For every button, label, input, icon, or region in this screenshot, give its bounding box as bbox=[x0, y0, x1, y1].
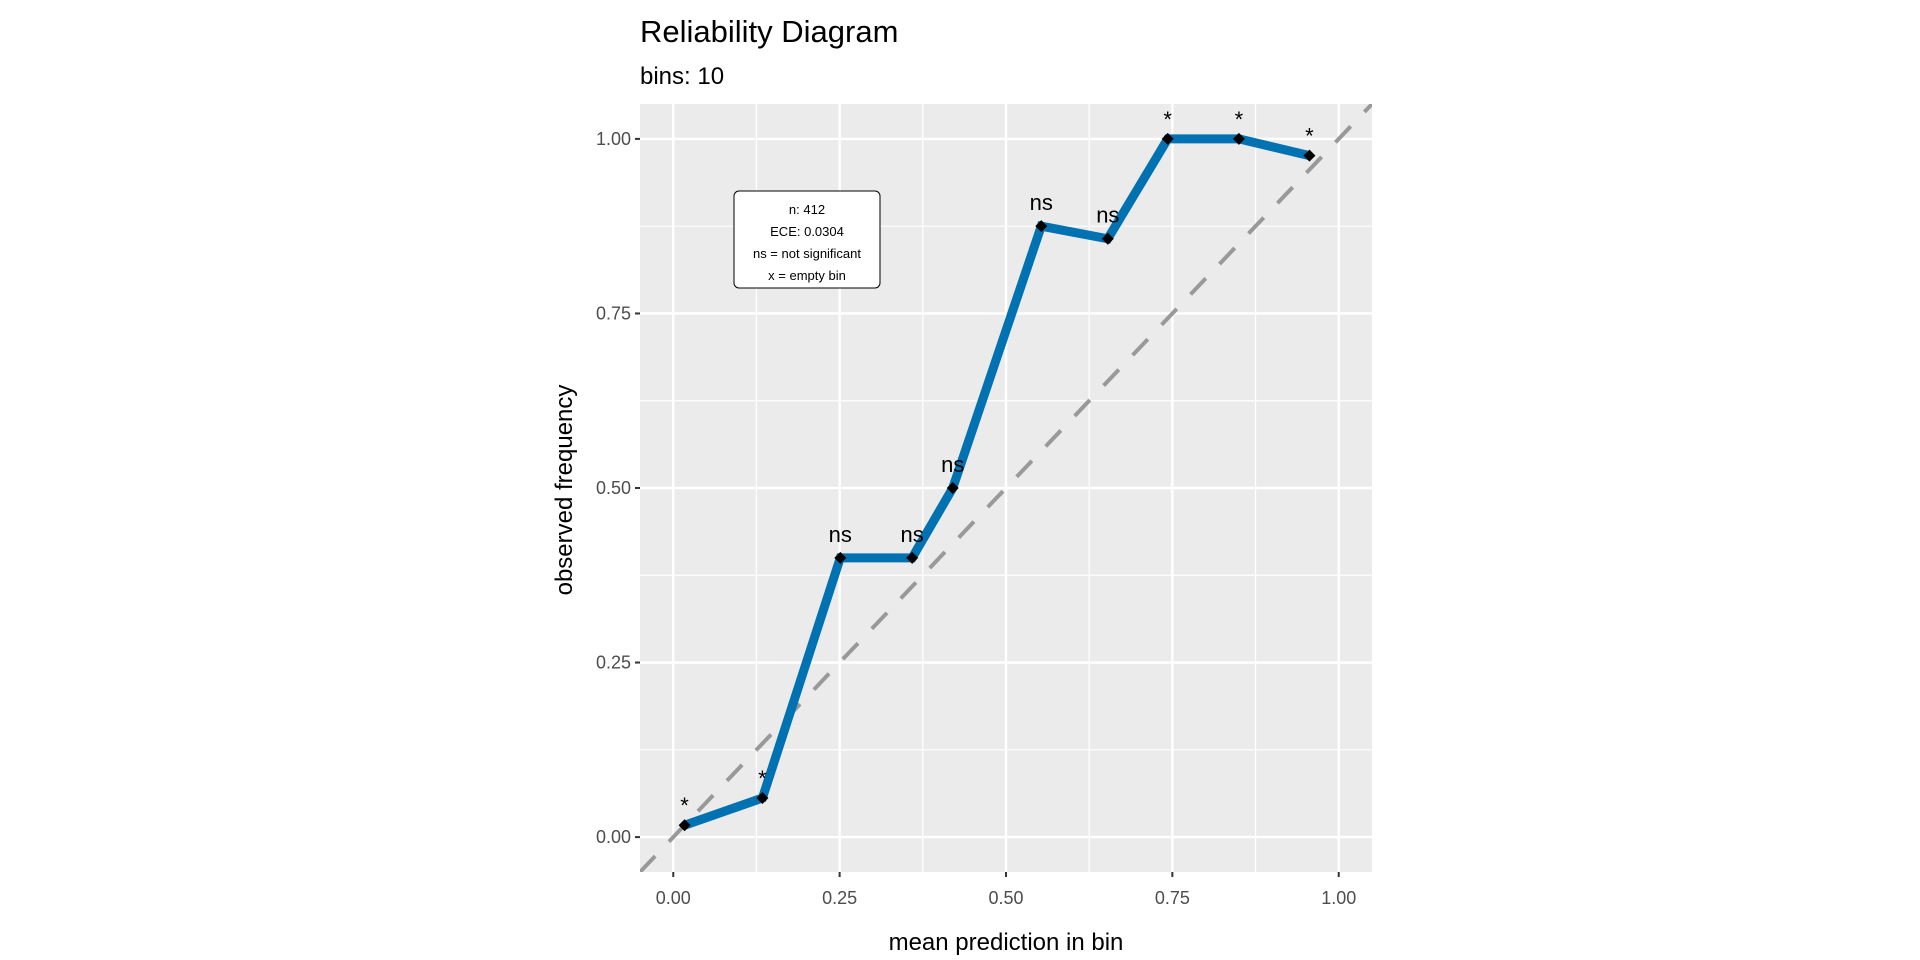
point-label: * bbox=[680, 793, 689, 818]
chart-subtitle: bins: 10 bbox=[640, 63, 724, 90]
point-label: * bbox=[1163, 107, 1172, 132]
point-label: ns bbox=[901, 522, 924, 547]
x-tick-label: 1.00 bbox=[1321, 888, 1356, 908]
point-labels: * * ns ns ns ns ns * * * bbox=[680, 107, 1314, 818]
data-point bbox=[946, 482, 959, 494]
legend-ece: ECE: 0.0304 bbox=[770, 224, 844, 239]
point-label: * bbox=[1305, 124, 1314, 149]
x-tick-label: 0.25 bbox=[822, 888, 857, 908]
data-point bbox=[1035, 220, 1048, 233]
y-tick-label: 0.25 bbox=[596, 653, 631, 673]
y-axis-title: observed frequency bbox=[551, 385, 578, 596]
x-tick-label: 0.00 bbox=[656, 888, 691, 908]
point-label: ns bbox=[941, 452, 964, 477]
x-tick-label: 0.75 bbox=[1155, 888, 1190, 908]
legend-ns: ns = not significant bbox=[753, 246, 861, 261]
data-point bbox=[1101, 232, 1114, 245]
legend-n: n: 412 bbox=[789, 202, 825, 217]
x-tick-label: 0.50 bbox=[988, 888, 1023, 908]
data-point bbox=[756, 791, 769, 804]
perfect-calibration-line bbox=[640, 104, 1372, 872]
data-point bbox=[906, 551, 919, 564]
y-tick-label: 0.50 bbox=[596, 478, 631, 498]
x-axis: 0.00 0.25 0.50 0.75 1.00 bbox=[656, 872, 1356, 908]
point-label: ns bbox=[829, 522, 852, 547]
data-point bbox=[1303, 149, 1316, 162]
legend-empty-bin: x = empty bin bbox=[768, 268, 846, 283]
data-point bbox=[1232, 132, 1245, 145]
data-point bbox=[678, 819, 691, 832]
data-points bbox=[678, 132, 1316, 832]
grid-major bbox=[640, 104, 1372, 872]
chart-title: Reliability Diagram bbox=[640, 14, 898, 49]
y-tick-label: 0.75 bbox=[596, 303, 631, 323]
point-label: ns bbox=[1030, 190, 1053, 215]
y-tick-label: 1.00 bbox=[596, 129, 631, 149]
data-point bbox=[1161, 132, 1174, 145]
point-label: * bbox=[1235, 107, 1244, 132]
legend-box: n: 412 ECE: 0.0304 ns = not significant … bbox=[733, 190, 881, 289]
x-axis-title: mean prediction in bin bbox=[889, 929, 1124, 956]
y-tick-label: 0.00 bbox=[596, 827, 631, 847]
point-label: * bbox=[758, 766, 767, 791]
calibration-line bbox=[683, 134, 1311, 830]
y-axis: 0.00 0.25 0.50 0.75 1.00 bbox=[596, 129, 640, 847]
data-point bbox=[834, 551, 847, 564]
point-label: ns bbox=[1096, 203, 1119, 228]
